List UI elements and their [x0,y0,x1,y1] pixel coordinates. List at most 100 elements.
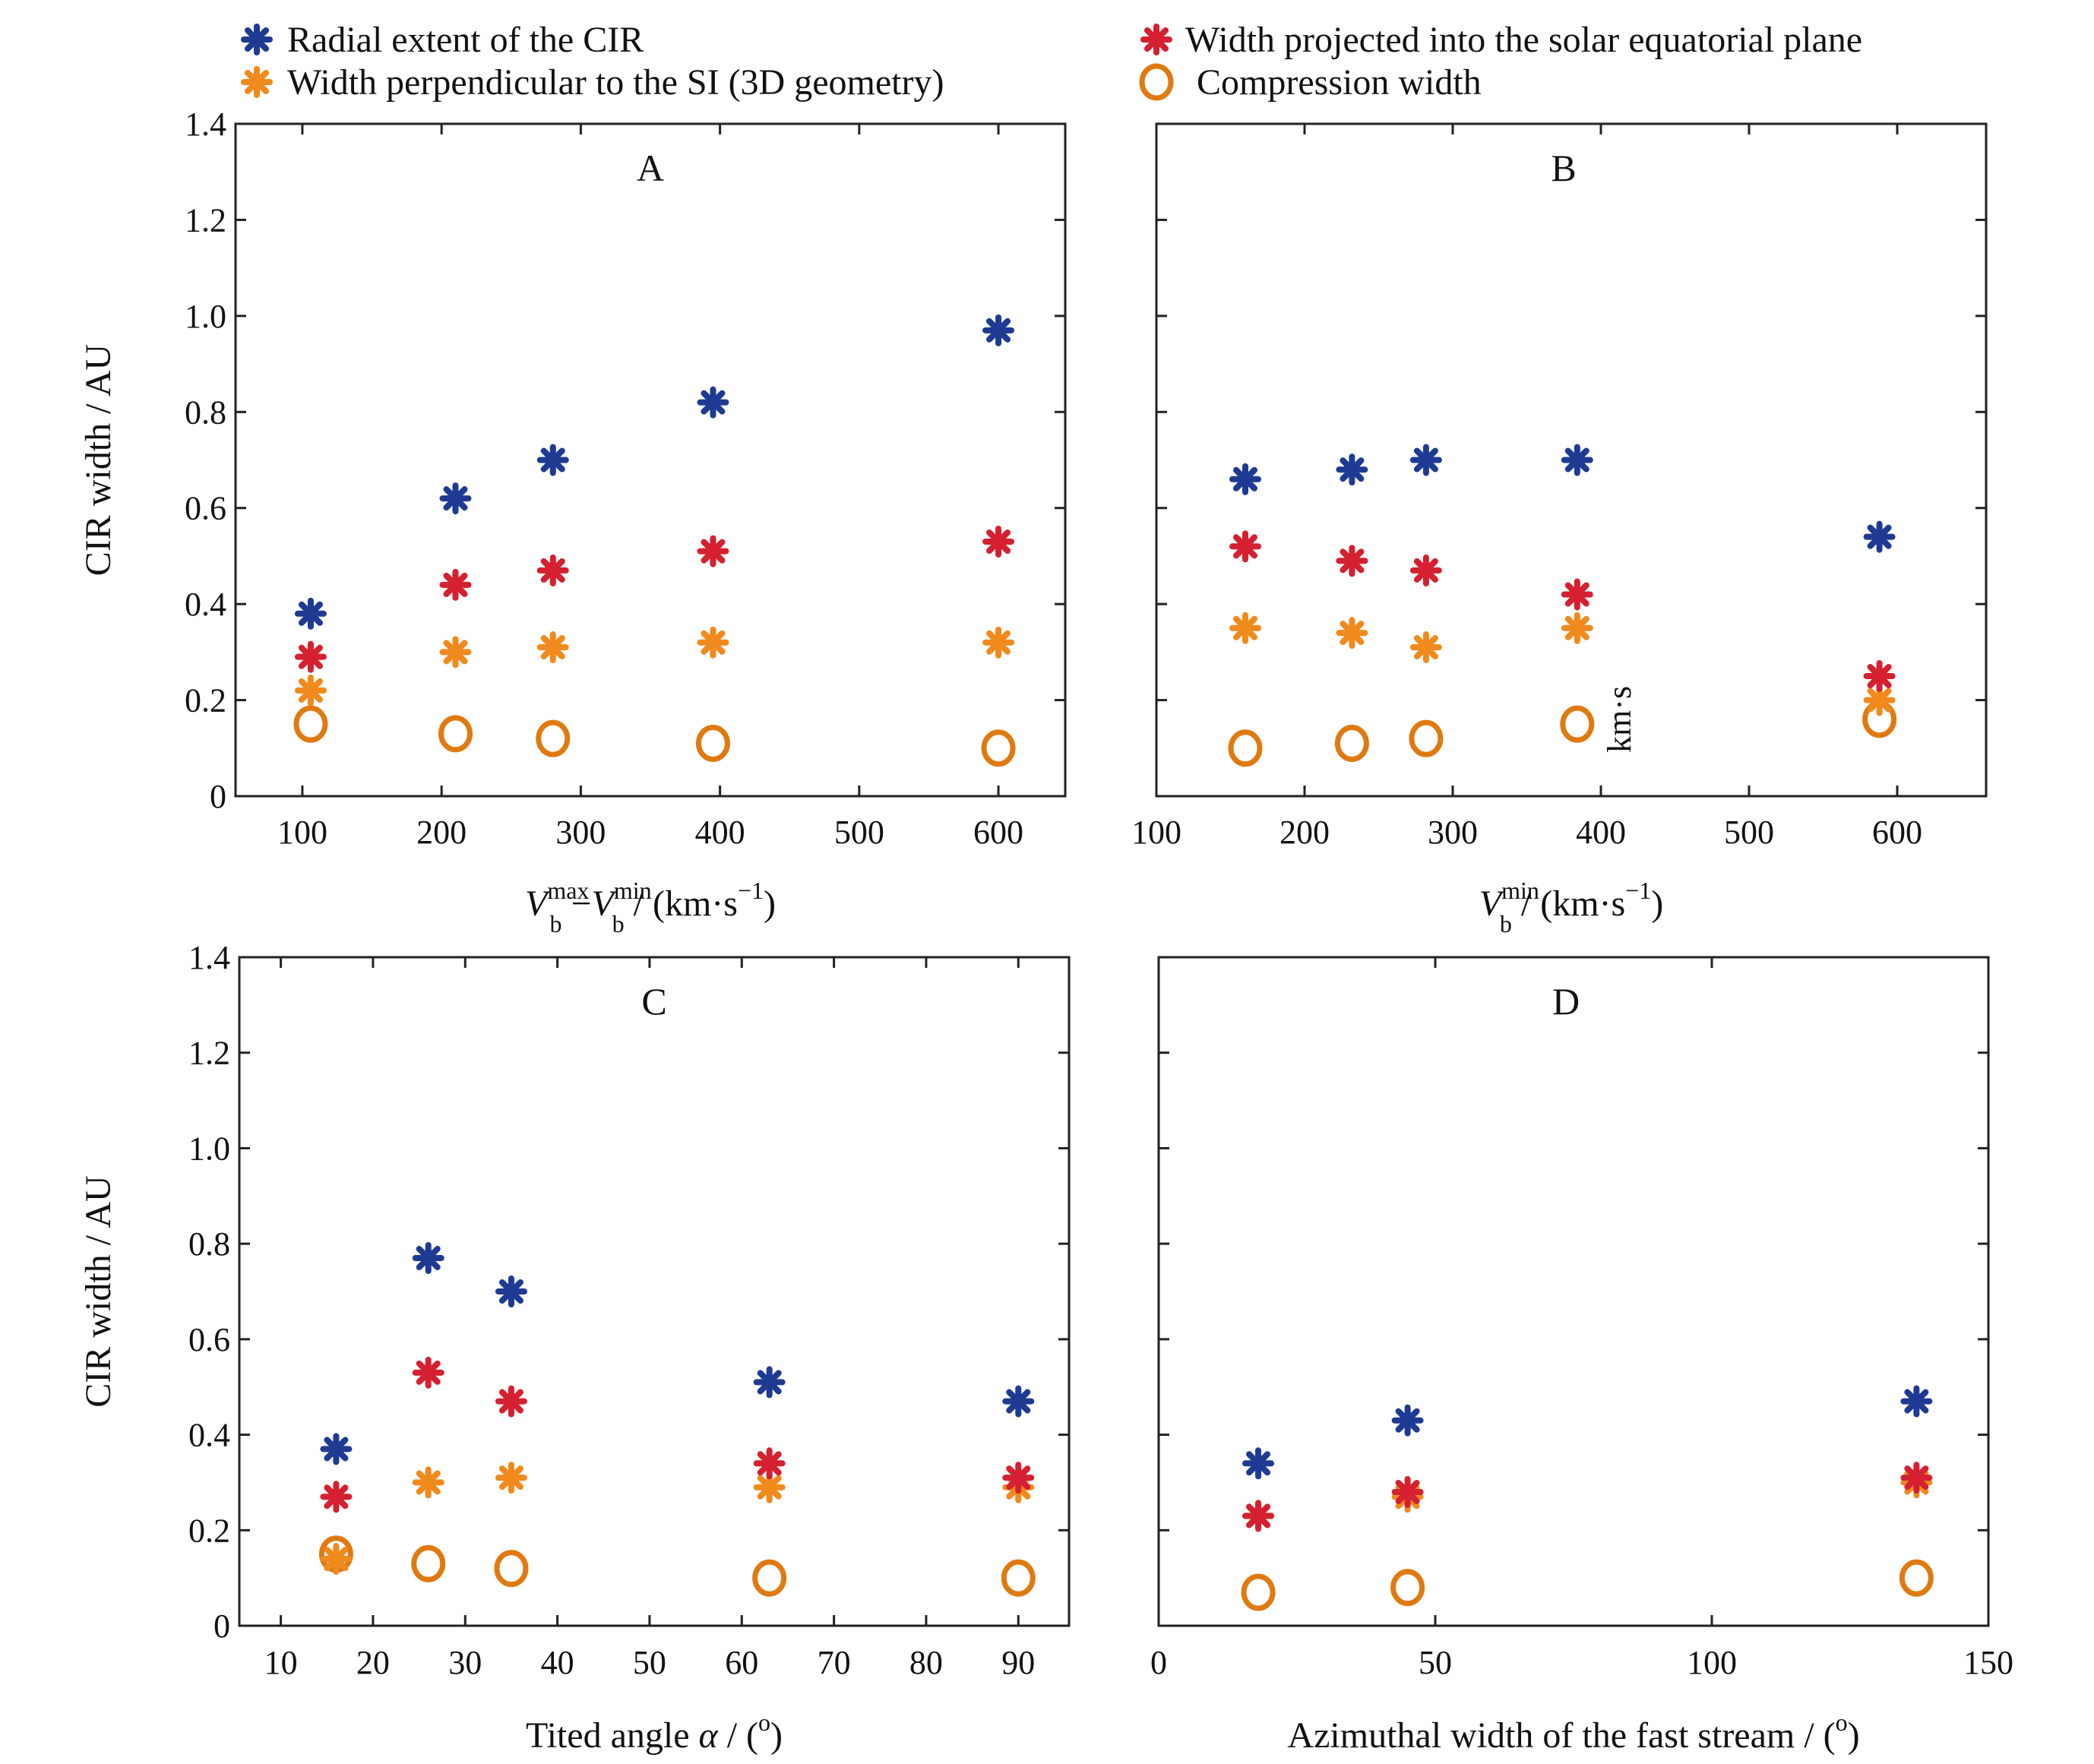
x-tick-label: 500 [1724,814,1774,851]
point-projected [1561,578,1593,611]
x-tick-label: 10 [264,1644,298,1681]
legend-marker-perpendicular [241,66,273,98]
y-tick-label: 1.2 [188,1035,230,1072]
point-projected [1409,554,1442,586]
point-projected [1002,1462,1035,1494]
point-projected [412,1356,444,1389]
y-tick-label: 0.6 [188,1321,230,1358]
point-projected [697,535,729,567]
x-tick-label: 400 [695,814,745,851]
x-tick-label: 80 [909,1644,943,1681]
x-tick-label: 150 [1963,1644,2013,1681]
legend-label-projected: Width projected into the solar equatoria… [1185,20,1862,60]
point-radial [1242,1447,1275,1480]
point-projected [1336,545,1368,577]
legend-marker-compression [1139,63,1174,101]
point-radial [495,1276,527,1307]
series-projected [1229,530,1896,692]
point-projected [1229,530,1261,563]
panel-letter: D [1552,980,1580,1023]
series-projected [1242,1462,1933,1532]
point-radial [1002,1385,1035,1418]
point-perpendicular [982,626,1015,659]
point-compression [1560,705,1595,743]
x-axis-title: Azimuthal width of the fast stream / (o) [1287,1709,1859,1756]
panel-letter: A [637,147,664,189]
point-compression [438,715,473,753]
legend-marker-radial [241,24,273,55]
y-tick-label: 0.8 [185,394,226,431]
y-axis-title: CIR width / AU [78,344,119,576]
series-projected [320,1356,1035,1513]
point-perpendicular [439,636,472,669]
series-perpendicular [1242,1466,1933,1532]
point-compression [981,729,1016,767]
point-perpendicular [1336,617,1368,650]
point-projected [320,1481,353,1513]
y-tick-label: 0.4 [185,586,226,623]
point-perpendicular [412,1466,444,1499]
x-tick-label: 200 [1279,814,1330,851]
panels: 100 200 300 400 500 60000.20.40.60.81.01.21.4… [78,106,2013,1756]
plot-frame [1155,122,1988,798]
x-tick-label: 50 [633,1644,666,1681]
series-compression [1228,700,1897,767]
series-radial [1229,444,1896,553]
point-radial [1391,1404,1424,1437]
point-perpendicular [697,626,729,659]
point-perpendicular [320,1543,353,1575]
point-radial [412,1242,444,1274]
point-radial [1561,444,1593,476]
point-projected [294,640,327,673]
series-perpendicular [1229,612,1896,716]
y-tick-label: 1.0 [185,298,226,335]
point-radial [697,386,729,419]
series-compression [318,1535,1036,1597]
point-compression [293,705,328,743]
point-projected [982,525,1015,558]
point-projected [1242,1500,1275,1532]
x-axis-title: Vmax b −Vmin b / (km·s−1) [525,877,776,937]
series-perpendicular [320,1462,1035,1575]
y-tick-label: 0.2 [185,682,226,719]
point-compression [1001,1559,1036,1597]
legend-label-perpendicular: Width perpendicular to the SI (3D geomet… [287,62,944,103]
point-radial [982,314,1015,346]
panel-B: 100 200 300 400 500 600 B Vmin b / (km·s−1) km·s [1131,122,1988,937]
panel-A: 100 200 300 400 500 600 0 0.2 0.4 0.6 0.8 1.0 1.2 1.4… [78,106,1067,937]
legend-label-compression: Compression width [1197,62,1482,103]
x-tick-label: 30 [448,1644,482,1681]
x-tick-label: 60 [725,1644,758,1681]
plot-frame [238,956,1071,1627]
y-tick-label: 0 [210,778,226,815]
y-tick-label: 0.8 [188,1225,230,1263]
x-tick-label: 500 [834,814,884,851]
y-tick-label: 0 [214,1608,230,1645]
series-compression [293,705,1016,767]
legend-marker-projected [1140,24,1172,55]
panel-C: 10 20 30 40 50 60 70 80 90 0 0.2 0.4 0.6 0.8 1.0 1.2 1.4… [78,939,1071,1756]
plot-frame [1157,956,1990,1627]
point-projected [1391,1476,1424,1508]
y-tick-label: 0.4 [188,1417,230,1454]
series-perpendicular [294,626,1015,707]
legend: Radial extent of the CIR Width projected … [241,20,1862,103]
point-radial [439,482,472,515]
x-tick-label: 600 [973,814,1023,851]
plot-frame [234,122,1067,798]
y-tick-label: 1.2 [185,201,226,239]
point-radial [753,1366,786,1399]
x-tick-label: 100 [1131,814,1181,851]
y-tick-label: 0.2 [188,1512,230,1549]
point-radial [536,444,569,476]
point-compression [1241,1573,1276,1611]
x-tick-label: 20 [356,1644,390,1681]
panel-D: 0 50 100 150 D Azimuthal width of the fast st… [1150,956,2013,1756]
point-radial [1336,454,1368,486]
x-tick-label: 50 [1419,1644,1452,1681]
point-radial [1900,1385,1933,1418]
y-tick-label: 1.4 [188,939,230,976]
x-tick-label: 100 [1687,1644,1737,1681]
series-radial [294,314,1015,630]
